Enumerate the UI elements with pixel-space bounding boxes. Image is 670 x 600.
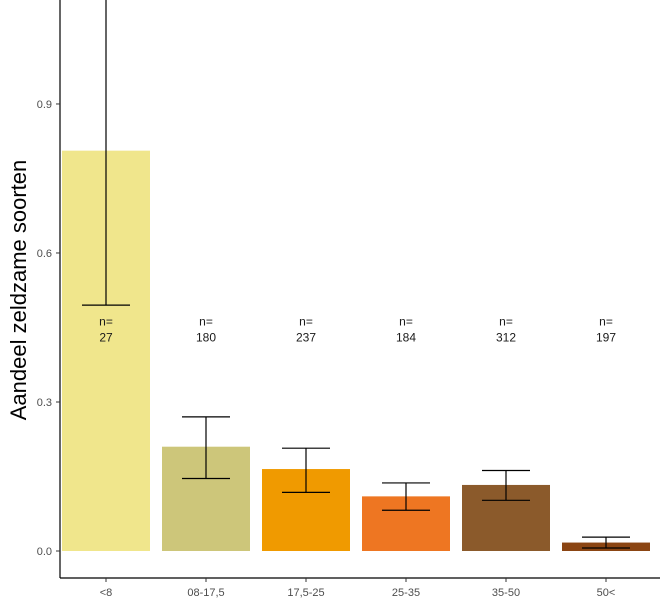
x-tick-label-4: 35-50 xyxy=(492,587,520,599)
n-value-label-2: 237 xyxy=(296,330,316,344)
y-axis-title: Aandeel zeldzame soorten xyxy=(6,160,31,421)
n-prefix-label-0: n= xyxy=(99,314,113,328)
n-prefix-label-5: n= xyxy=(599,314,613,328)
y-tick-label-2: 0.6 xyxy=(37,248,52,260)
error-bars-group xyxy=(82,0,630,549)
bars-group xyxy=(62,150,650,552)
y-tick-label-1: 0.3 xyxy=(37,397,52,409)
x-tick-label-5: 50< xyxy=(597,587,616,599)
y-axis-ticks: 0.0 0.3 0.6 0.9 xyxy=(37,99,60,558)
n-value-label-1: 180 xyxy=(196,330,216,344)
y-tick-label-3: 0.9 xyxy=(37,99,52,111)
x-axis-ticks: <8 08-17,5 17,5-25 25-35 35-50 50< xyxy=(100,578,616,599)
n-value-label-0: 27 xyxy=(99,330,113,344)
x-tick-label-1: 08-17,5 xyxy=(187,587,224,599)
x-tick-label-0: <8 xyxy=(100,587,113,599)
y-tick-label-0: 0.0 xyxy=(37,546,52,558)
n-value-label-4: 312 xyxy=(496,330,516,344)
n-prefix-label-4: n= xyxy=(499,314,513,328)
sample-size-labels: n= 27 n= 180 n= 237 n= 184 n= 312 n= 197 xyxy=(99,314,616,344)
n-prefix-label-3: n= xyxy=(399,314,413,328)
n-prefix-label-1: n= xyxy=(199,314,213,328)
n-value-label-3: 184 xyxy=(396,330,416,344)
x-tick-label-3: 25-35 xyxy=(392,587,420,599)
n-value-label-5: 197 xyxy=(596,330,616,344)
n-prefix-label-2: n= xyxy=(299,314,313,328)
x-tick-label-2: 17,5-25 xyxy=(287,587,324,599)
